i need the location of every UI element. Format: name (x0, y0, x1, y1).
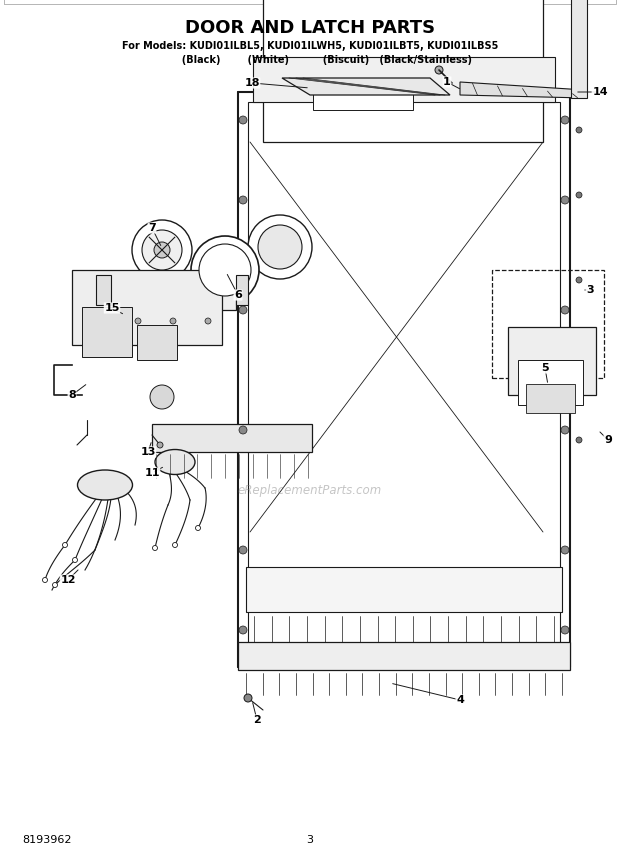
Circle shape (244, 694, 252, 702)
Circle shape (142, 230, 182, 270)
Circle shape (53, 582, 58, 587)
Circle shape (199, 244, 251, 296)
Ellipse shape (155, 449, 195, 474)
Ellipse shape (78, 470, 133, 500)
Polygon shape (460, 82, 585, 98)
Text: 1: 1 (443, 77, 451, 87)
Bar (248, 102, 560, 657)
Circle shape (576, 192, 582, 198)
Polygon shape (282, 78, 450, 95)
Bar (152, 424, 312, 452)
Circle shape (73, 557, 78, 562)
Bar (518, 360, 583, 405)
Text: 13: 13 (140, 447, 156, 457)
Text: 3: 3 (586, 285, 594, 295)
Bar (313, 82, 413, 110)
Text: 4: 4 (456, 695, 464, 705)
Circle shape (561, 196, 569, 204)
Circle shape (561, 546, 569, 554)
Circle shape (132, 220, 192, 280)
Circle shape (63, 543, 68, 548)
Text: 5: 5 (541, 363, 549, 373)
Text: 7: 7 (148, 223, 156, 233)
Text: 8193962: 8193962 (22, 835, 71, 845)
Circle shape (561, 426, 569, 434)
Bar (137, 325, 177, 360)
Bar (571, 0, 587, 98)
Text: 3: 3 (306, 835, 314, 845)
Circle shape (239, 306, 247, 314)
Bar (96, 275, 111, 305)
Circle shape (576, 277, 582, 283)
Circle shape (153, 545, 157, 550)
Circle shape (435, 66, 443, 74)
Circle shape (172, 543, 177, 548)
Circle shape (258, 225, 302, 269)
Bar (246, 567, 562, 612)
Bar (253, 57, 555, 102)
Circle shape (205, 318, 211, 324)
Circle shape (239, 546, 247, 554)
Circle shape (191, 236, 259, 304)
Bar (263, 0, 543, 142)
Text: eReplacementParts.com: eReplacementParts.com (238, 484, 382, 496)
Text: 6: 6 (234, 290, 242, 300)
Circle shape (135, 318, 141, 324)
Bar (82, 307, 132, 357)
Text: 12: 12 (60, 575, 76, 585)
Circle shape (239, 426, 247, 434)
Circle shape (561, 116, 569, 124)
Circle shape (150, 385, 174, 409)
Text: DOOR AND LATCH PARTS: DOOR AND LATCH PARTS (185, 19, 435, 37)
Circle shape (154, 242, 170, 258)
Circle shape (576, 127, 582, 133)
Circle shape (239, 116, 247, 124)
Circle shape (170, 318, 176, 324)
Bar (72, 270, 222, 345)
Circle shape (561, 306, 569, 314)
Bar (238, 642, 570, 670)
Circle shape (576, 357, 582, 363)
Text: 14: 14 (592, 87, 608, 97)
Circle shape (157, 442, 163, 448)
Circle shape (195, 526, 200, 531)
Text: 18: 18 (244, 78, 260, 88)
Circle shape (43, 578, 48, 582)
Text: (Black)        (White)          (Biscuit)   (Black/Stainless): (Black) (White) (Biscuit) (Black/Stainle… (148, 55, 472, 65)
Bar (236, 275, 248, 305)
Text: 9: 9 (604, 435, 612, 445)
Text: 11: 11 (144, 468, 160, 478)
Circle shape (239, 196, 247, 204)
Bar (108, 288, 236, 310)
Circle shape (561, 626, 569, 634)
Text: For Models: KUDI01ILBL5, KUDI01ILWH5, KUDI01ILBT5, KUDI01ILBS5: For Models: KUDI01ILBL5, KUDI01ILWH5, KU… (122, 41, 498, 51)
Bar (508, 327, 596, 395)
Bar (526, 384, 575, 413)
Bar (492, 270, 604, 378)
Text: 15: 15 (104, 303, 120, 313)
Text: 2: 2 (253, 715, 261, 725)
Text: 8: 8 (68, 390, 76, 400)
Circle shape (248, 215, 312, 279)
Circle shape (239, 626, 247, 634)
Circle shape (576, 437, 582, 443)
